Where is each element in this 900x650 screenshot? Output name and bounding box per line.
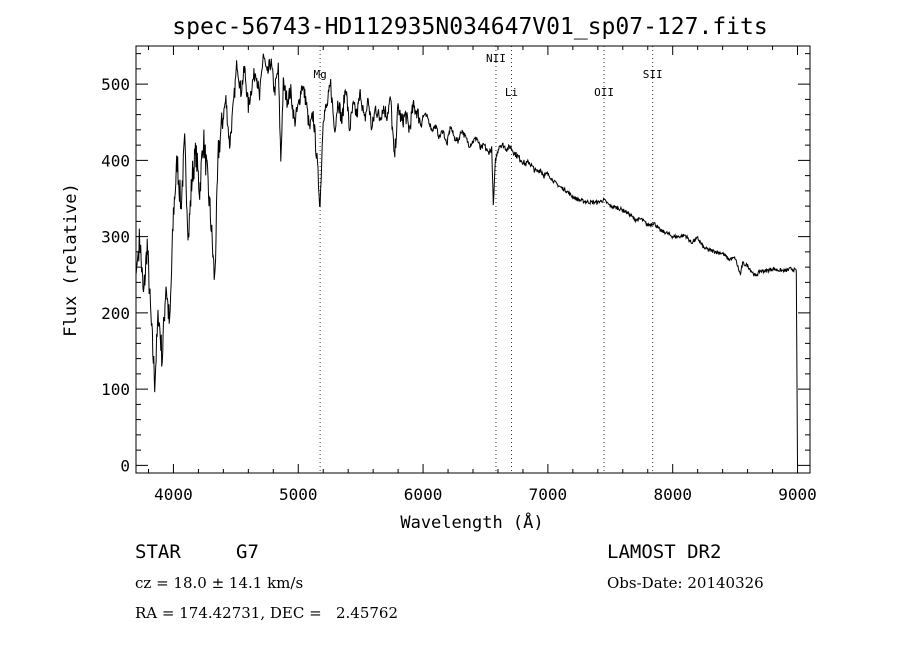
y-tick-label: 0	[120, 456, 130, 475]
observation-date: Obs-Date: 20140326	[607, 574, 764, 592]
x-tick-label: 9000	[778, 485, 817, 504]
y-axis: 0 100 200 300 400 500	[101, 53, 810, 475]
marker-label-nii: NII	[486, 52, 506, 65]
survey-name: LAMOST DR2	[607, 541, 722, 563]
object-subclass: G7	[236, 541, 259, 563]
x-tick-label: 6000	[404, 485, 443, 504]
x-tick-label: 8000	[653, 485, 692, 504]
plot-frame	[135, 45, 811, 474]
x-axis-label: Wavelength (Å)	[400, 511, 543, 533]
marker-label-li: Li	[505, 86, 518, 99]
line-marker-labels: Mg NII Li OII SII	[313, 52, 662, 99]
y-axis-label: Flux (relative)	[61, 183, 81, 337]
marker-label-sii: SII	[643, 68, 663, 81]
x-tick-label: 4000	[154, 485, 193, 504]
line-markers	[319, 46, 654, 473]
ra-dec-coordinates: RA = 174.42731, DEC = 2.45762	[135, 604, 399, 622]
y-tick-label: 400	[101, 151, 130, 170]
y-tick-label: 100	[101, 380, 130, 399]
marker-label-mg: Mg	[313, 68, 326, 81]
chart-title: spec-56743-HD112935N034647V01_sp07-127.f…	[172, 14, 767, 40]
y-tick-label: 300	[101, 228, 130, 247]
marker-label-oii: OII	[594, 86, 614, 99]
x-tick-label: 5000	[279, 485, 318, 504]
x-tick-label: 7000	[529, 485, 568, 504]
spectrum-series-line	[135, 53, 799, 466]
object-class: STAR	[135, 541, 181, 563]
spectrum-chart: spec-56743-HD112935N034647V01_sp07-127.f…	[61, 14, 817, 533]
x-axis: 4000 5000 6000 7000 8000 9000	[147, 46, 817, 504]
y-tick-label: 500	[101, 75, 130, 94]
redshift-cz: cz = 18.0 ± 14.1 km/s	[135, 574, 304, 592]
y-tick-label: 200	[101, 304, 130, 323]
